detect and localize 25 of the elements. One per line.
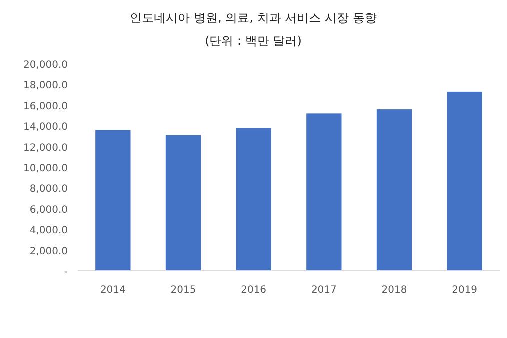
bar [306, 114, 342, 271]
x-tick-label: 2018 [382, 285, 408, 296]
bar [376, 110, 412, 271]
y-tick-label: 12,000.0 [23, 142, 68, 154]
y-tick-label: 14,000.0 [23, 122, 68, 134]
x-tick-label: 2019 [452, 285, 478, 296]
y-tick-label: 16,000.0 [23, 101, 68, 112]
x-tick-label: 2014 [100, 285, 126, 296]
y-tick-label: 2,000.0 [30, 246, 68, 258]
x-tick-label: 2015 [170, 285, 196, 296]
bar [166, 135, 202, 271]
y-tick-label: 4,000.0 [30, 226, 68, 237]
y-tick-label: 18,000.0 [23, 80, 68, 92]
y-tick-label: 6,000.0 [30, 204, 68, 216]
x-tick-label: 2017 [311, 285, 337, 296]
chart-title: 인도네시아 병원, 의료, 치과 서비스 시장 동향 [130, 11, 377, 25]
bar [447, 92, 482, 271]
y-tick-label: 20,000.0 [23, 60, 68, 71]
y-tick-label: 10,000.0 [23, 164, 68, 174]
bar [236, 128, 272, 271]
x-tick-label: 2016 [241, 285, 267, 296]
y-tick-label: 8,000.0 [30, 184, 68, 196]
y-tick-label: - [64, 267, 68, 278]
bar [96, 130, 131, 271]
chart-subtitle: (단위 : 백만 달러) [205, 34, 302, 48]
